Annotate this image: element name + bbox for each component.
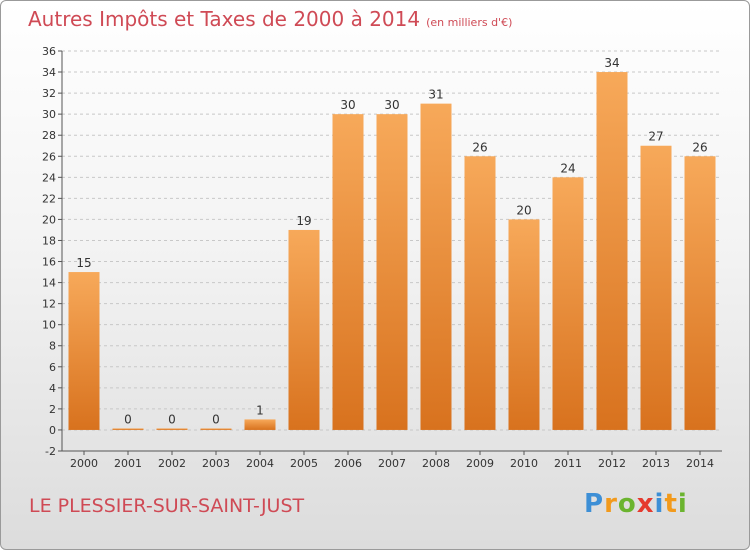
data-labels: 15 0 0 0 1 19 30 30 31 26 20 24 34 27 26 [76, 56, 707, 426]
y-tick-label: 28 [42, 129, 56, 142]
bar [200, 428, 232, 430]
bar [508, 219, 540, 430]
logo-letter: i [654, 489, 665, 519]
y-tick-label: 26 [42, 150, 56, 163]
x-tick-label: 2000 [70, 457, 98, 470]
logo-letter: o [617, 489, 637, 519]
y-tick-label: 32 [42, 87, 56, 100]
logo-letter: r [604, 489, 618, 519]
x-axis-ticks: 2000 2001 2002 2003 2004 2005 2006 2007 2008 2009… [70, 451, 714, 470]
x-tick-label: 2002 [158, 457, 186, 470]
y-tick-label: 20 [42, 213, 56, 226]
bar [288, 229, 320, 430]
x-tick-label: 2010 [510, 457, 538, 470]
chart-title: Autres Impôts et Taxes de 2000 à 2014 (en… [28, 7, 512, 31]
data-label: 30 [340, 98, 355, 112]
x-tick-label: 2007 [378, 457, 406, 470]
data-label: 27 [648, 130, 663, 144]
x-tick-label: 2008 [422, 457, 450, 470]
logo-letter: t [664, 489, 678, 519]
data-label: 34 [604, 56, 619, 70]
bar [552, 177, 584, 430]
data-label: 26 [472, 140, 487, 154]
bar [332, 114, 364, 430]
bar [244, 419, 276, 430]
y-tick-label: 18 [42, 234, 56, 247]
data-label: 0 [124, 412, 132, 426]
y-tick-label: 24 [42, 171, 56, 184]
bar [596, 72, 628, 430]
bar [68, 272, 100, 430]
logo-letter: x [636, 489, 655, 519]
x-tick-label: 2013 [642, 457, 670, 470]
data-label: 31 [428, 88, 443, 102]
data-label: 26 [692, 140, 707, 154]
y-tick-label: 16 [42, 256, 56, 269]
bar [640, 145, 672, 430]
data-label: 0 [168, 412, 176, 426]
x-tick-label: 2004 [246, 457, 274, 470]
y-tick-label: 34 [42, 66, 56, 79]
bar [420, 103, 452, 430]
y-tick-label: 10 [42, 319, 56, 332]
x-tick-label: 2012 [598, 457, 626, 470]
x-tick-label: 2011 [554, 457, 582, 470]
y-tick-label: 6 [49, 361, 56, 374]
x-tick-label: 2009 [466, 457, 494, 470]
data-label: 0 [212, 412, 220, 426]
x-tick-label: 2006 [334, 457, 362, 470]
bar [684, 156, 716, 430]
y-tick-label: 4 [49, 382, 56, 395]
commune-name: LE PLESSIER-SUR-SAINT-JUST [29, 495, 305, 517]
data-label: 24 [560, 161, 575, 175]
x-tick-label: 2005 [290, 457, 318, 470]
data-label: 1 [256, 403, 264, 417]
axes [61, 51, 722, 452]
y-tick-label: 0 [49, 424, 56, 437]
x-tick-label: 2014 [686, 457, 714, 470]
y-tick-label: 36 [42, 45, 56, 58]
bar [376, 114, 408, 430]
bars [68, 72, 716, 430]
y-tick-label: 12 [42, 298, 56, 311]
proxiti-logo: Proxiti [584, 489, 688, 519]
y-tick-label: 8 [49, 340, 56, 353]
bar [156, 428, 188, 430]
bar [112, 428, 144, 430]
logo-letter: P [584, 489, 605, 519]
y-tick-label: 2 [49, 403, 56, 416]
x-tick-label: 2003 [202, 457, 230, 470]
data-label: 19 [296, 214, 311, 228]
chart-subtitle: (en milliers d'€) [426, 16, 513, 29]
y-tick-label: 30 [42, 108, 56, 121]
logo-letter: i [677, 489, 688, 519]
y-tick-label: 14 [42, 277, 56, 290]
data-label: 30 [384, 98, 399, 112]
bar [464, 156, 496, 430]
data-label: 20 [516, 203, 531, 217]
data-label: 15 [76, 256, 91, 270]
y-tick-label: -2 [45, 445, 56, 458]
chart-title-text: Autres Impôts et Taxes de 2000 à 2014 [28, 7, 421, 31]
x-tick-label: 2001 [114, 457, 142, 470]
y-tick-label: 22 [42, 192, 56, 205]
